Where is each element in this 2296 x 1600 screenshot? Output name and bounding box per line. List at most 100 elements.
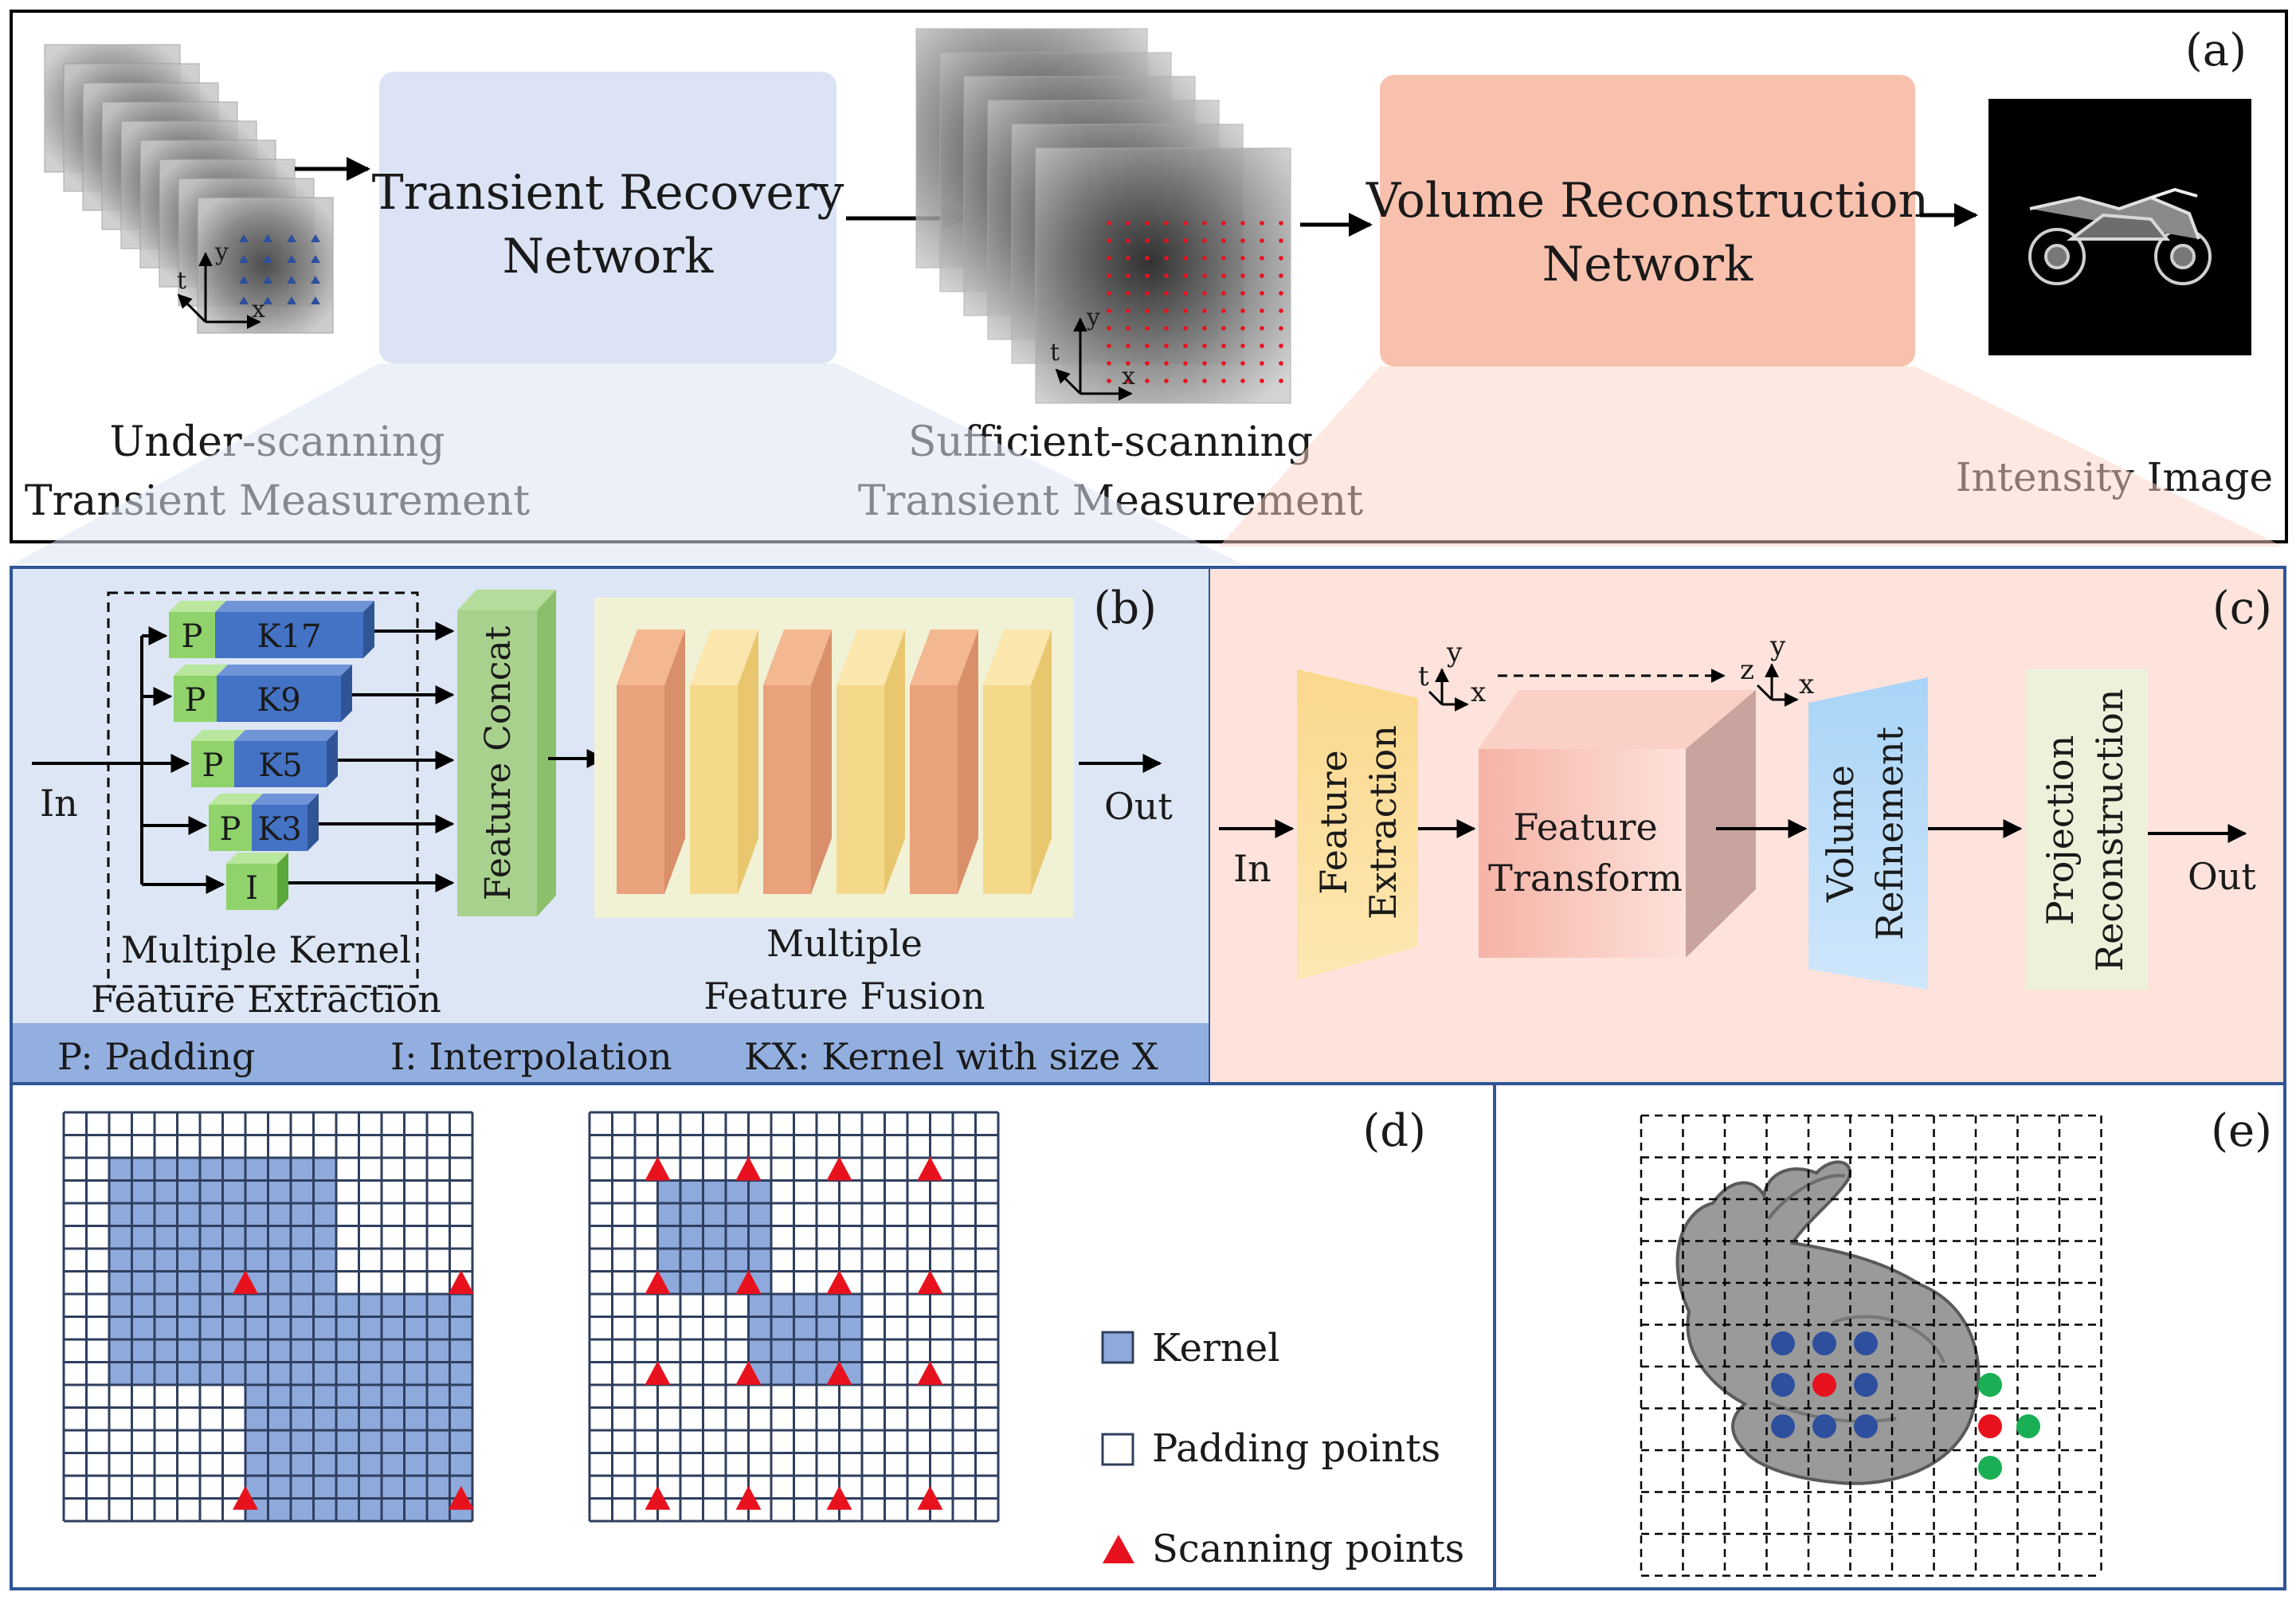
transient-recovery-network[interactable] xyxy=(379,72,837,363)
kernel-cell xyxy=(449,1453,472,1476)
scan-point xyxy=(1202,361,1207,366)
scan-point xyxy=(1145,343,1150,348)
vrn-line1: Volume Reconstruction xyxy=(1365,173,1929,229)
scan-point xyxy=(1221,361,1226,366)
kernel-cell xyxy=(404,1498,427,1521)
legend-padding-points: Padding points xyxy=(1152,1426,1440,1471)
kernel-cell xyxy=(726,1180,749,1203)
feature-concat-block[interactable]: Feature Concat xyxy=(457,590,556,916)
scan-point xyxy=(1279,291,1283,296)
scan-point xyxy=(1145,361,1150,366)
kernel-cell xyxy=(268,1316,291,1339)
scan-point xyxy=(1221,273,1226,278)
vrn-projection xyxy=(1219,367,2283,547)
scan-point xyxy=(1221,308,1226,313)
scan-point xyxy=(1164,238,1169,243)
kernel-cell xyxy=(131,1294,155,1317)
kernel-cell xyxy=(359,1476,382,1499)
fusion-slab-side xyxy=(738,629,758,894)
panel-e-tag: (e) xyxy=(2211,1105,2272,1157)
kernel-cell xyxy=(726,1225,749,1249)
kernel-cell xyxy=(680,1225,703,1249)
volume-reconstruction-network[interactable] xyxy=(1380,75,1915,367)
kernel-cell xyxy=(245,1225,268,1249)
kernel-cell xyxy=(177,1203,200,1226)
scanning-point xyxy=(448,1485,474,1510)
scan-point xyxy=(1240,343,1245,348)
kernel-cell xyxy=(748,1249,771,1272)
kernel-cell xyxy=(200,1203,223,1226)
undersampled-stack: y t x xyxy=(44,44,334,334)
kernel-cell xyxy=(155,1180,178,1203)
kernel-cell xyxy=(657,1249,680,1272)
kernel-cell xyxy=(382,1385,405,1408)
kernel-cell xyxy=(404,1385,427,1408)
multiple-feature-fusion[interactable] xyxy=(594,598,1074,918)
kernel-cell xyxy=(313,1180,336,1203)
kernel-cell xyxy=(177,1225,200,1249)
kernel-cell xyxy=(703,1225,726,1249)
scan-point xyxy=(1164,378,1169,383)
feature-extraction-block[interactable]: Feature Extraction xyxy=(1297,669,1418,980)
kernel-cell xyxy=(200,1339,223,1363)
scan-point xyxy=(1202,273,1207,278)
kernel-cell xyxy=(200,1271,223,1294)
scan-point xyxy=(1126,256,1130,261)
kernel-cell xyxy=(245,1203,268,1226)
kernel-cell xyxy=(748,1225,771,1249)
kernel-cell xyxy=(336,1407,359,1430)
kernel-cell xyxy=(359,1453,382,1476)
kernel-cell xyxy=(680,1249,703,1272)
axes-txy: t y x xyxy=(1418,637,1486,712)
sample-dot xyxy=(1812,1414,1836,1438)
scan-point xyxy=(1221,343,1226,348)
scan-point xyxy=(1164,308,1169,313)
kernel-cell xyxy=(200,1158,223,1181)
scan-point xyxy=(1107,273,1111,278)
scan-point xyxy=(1126,221,1130,225)
kernel-cell xyxy=(313,1430,336,1453)
projection-reconstruction-block[interactable]: Projection Reconstruction xyxy=(2025,669,2148,990)
kernel-cell xyxy=(291,1498,314,1521)
scan-point xyxy=(1107,343,1111,348)
kernel-cell xyxy=(313,1271,336,1294)
c-axis-y: y xyxy=(1446,637,1463,669)
kernel-cell xyxy=(291,1407,314,1430)
c-axis-x: x xyxy=(1471,676,1486,708)
kernel-cell xyxy=(404,1430,427,1453)
kernel-cell xyxy=(222,1316,245,1339)
kernel-cell xyxy=(177,1271,200,1294)
scan-point xyxy=(1126,343,1130,348)
kernel-cell xyxy=(200,1362,223,1385)
scan-point xyxy=(1202,221,1207,225)
panel-b: (b) In P K17 P K9 xyxy=(11,567,1209,1084)
fusion-slab-top xyxy=(983,629,1052,685)
kernel-cell xyxy=(109,1339,132,1363)
scanning-point xyxy=(735,1361,762,1385)
voxel-grid xyxy=(1640,1114,2102,1577)
kernel-cell xyxy=(177,1249,200,1272)
label-k17: K17 xyxy=(257,618,322,655)
kernel-cell xyxy=(703,1180,726,1203)
kernel-cell xyxy=(404,1362,427,1385)
kernel-cell xyxy=(449,1316,472,1339)
kernel-cell xyxy=(109,1249,132,1272)
scan-point xyxy=(1202,256,1207,261)
kernel-cell xyxy=(131,1362,155,1385)
sample-dot xyxy=(1854,1373,1878,1397)
scan-point xyxy=(263,255,272,263)
volume-refinement-block[interactable]: Volume Refinement xyxy=(1808,677,1928,990)
feature-transform-block[interactable]: Feature Transform xyxy=(1479,690,1756,958)
scan-point xyxy=(1145,256,1150,261)
kernel-cell xyxy=(313,1385,336,1408)
kernel-cell xyxy=(336,1339,359,1363)
kernel-cell xyxy=(245,1158,268,1181)
kernel-cell xyxy=(336,1476,359,1499)
scan-point xyxy=(1260,378,1264,383)
kernel-cell xyxy=(109,1316,132,1339)
fusion-slab xyxy=(763,685,811,894)
scan-point xyxy=(287,255,296,263)
in-label-b: In xyxy=(40,782,78,825)
kernel-cell xyxy=(177,1316,200,1339)
kernel-cell xyxy=(313,1476,336,1499)
